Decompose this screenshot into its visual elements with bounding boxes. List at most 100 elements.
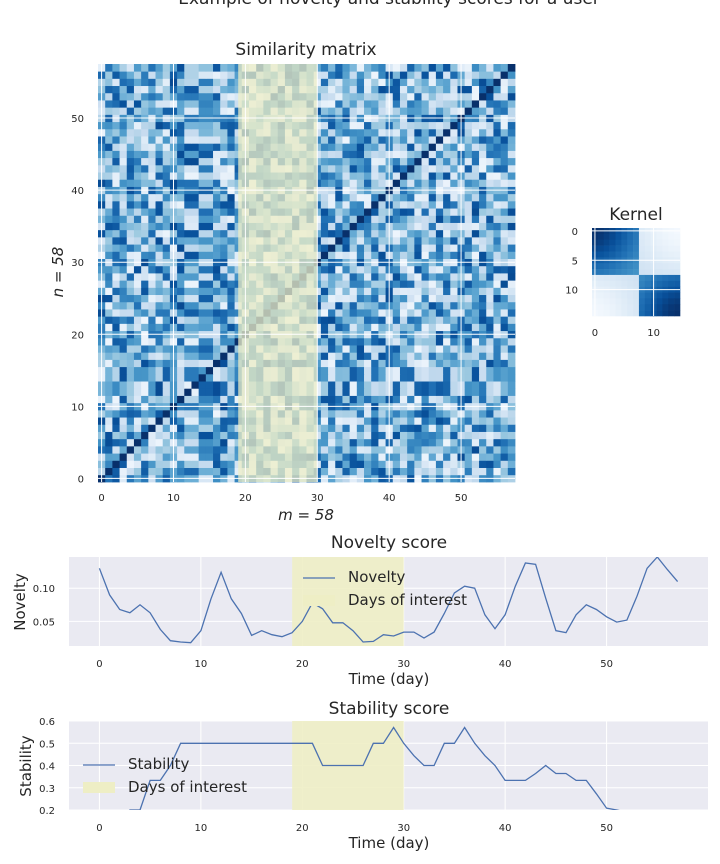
similarity-cell [335,373,343,382]
similarity-cell [320,460,329,468]
similarity-cell [435,438,444,447]
kernel-cell [633,233,640,241]
similarity-cell [414,208,422,216]
similarity-cell [328,229,336,238]
similarity-cell [392,128,401,137]
similarity-cell [428,107,437,115]
similarity-cell [421,71,430,79]
similarity-cell [105,157,113,166]
similarity-cell [378,78,386,87]
similarity-cell [464,294,473,303]
similarity-ytick: 20 [71,330,84,341]
similarity-cell [148,366,156,375]
similarity-cell [443,352,451,360]
similarity-cell [378,251,386,259]
similarity-cell [227,215,235,223]
similarity-cell [335,85,343,94]
similarity-cell [177,193,185,202]
similarity-cell [507,323,516,332]
similarity-cell [205,215,214,223]
similarity-cell [500,128,509,137]
similarity-cell [414,179,422,187]
similarity-cell [328,345,336,353]
similarity-cell [371,395,379,404]
similarity-cell [364,280,372,288]
similarity-cell [364,337,372,346]
similarity-cell [155,208,164,216]
similarity-cell [112,460,120,468]
similarity-cell [148,388,156,396]
similarity-cell [213,409,221,418]
similarity-cell [479,136,487,144]
similarity-cell [198,381,207,389]
similarity-cell [486,215,494,223]
similarity-cell [220,150,228,159]
similarity-cell [205,107,214,115]
kernel-cell [638,239,646,246]
similarity-cell [414,136,422,144]
similarity-cell [162,309,171,317]
similarity-cell [148,172,156,180]
similarity-cell [493,366,502,375]
similarity-cell [500,359,509,368]
similarity-cell [392,381,401,389]
stability-ytick: 0.2 [39,806,55,817]
similarity-cell [105,316,113,324]
similarity-cell [421,366,430,375]
similarity-cell [356,71,365,79]
similarity-cell [428,273,437,281]
similarity-cell [486,136,494,144]
similarity-cell [349,366,358,375]
similarity-cell [500,92,509,101]
similarity-cell [500,373,509,382]
similarity-cell [191,280,200,288]
similarity-cell [471,100,480,108]
similarity-cell [213,251,221,259]
similarity-cell [148,164,156,173]
similarity-cell [435,287,444,296]
similarity-cell [119,467,128,476]
similarity-cell [205,294,214,303]
similarity-cell [421,200,430,209]
similarity-cell [428,467,437,476]
similarity-cell [378,222,386,231]
similarity-cell [133,438,142,447]
similarity-cell [191,273,200,281]
similarity-cell [356,78,365,87]
similarity-cell [507,200,516,209]
similarity-cell [105,388,113,396]
similarity-cell [227,280,235,288]
similarity-cell [464,179,473,187]
similarity-cell [399,71,408,79]
similarity-cell [342,316,351,324]
similarity-cell [126,71,135,79]
similarity-cell [349,164,358,173]
similarity-cell [141,417,149,425]
similarity-cell [407,92,415,101]
similarity-cell [414,236,422,245]
similarity-cell [155,236,164,245]
similarity-cell [435,445,444,454]
similarity-cell [399,301,408,310]
similarity-cell [364,107,372,115]
similarity-cell [112,193,120,202]
similarity-cell [392,71,401,79]
similarity-cell [364,92,372,101]
similarity-cell [320,200,329,209]
similarity-cell [220,359,228,368]
similarity-cell [126,200,135,209]
similarity-cell [356,280,365,288]
similarity-cell [428,359,437,368]
similarity-xtick: 50 [455,493,468,504]
similarity-cell [335,222,343,231]
similarity-cell [320,100,329,108]
similarity-cell [443,92,451,101]
kernel-cell [662,274,669,282]
similarity-cell [198,445,207,454]
similarity-cell [112,287,120,296]
similarity-cell [392,417,401,425]
similarity-cell [155,388,164,396]
similarity-cell [177,222,185,231]
similarity-cell [105,409,113,418]
kernel-cell [644,310,651,317]
